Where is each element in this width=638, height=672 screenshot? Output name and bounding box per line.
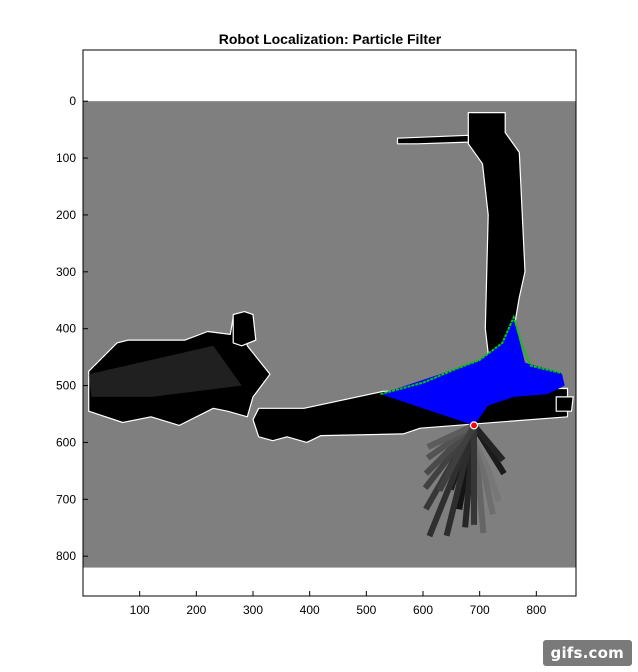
robot-marker bbox=[469, 421, 479, 430]
upper-ghost-corridor bbox=[396, 134, 469, 145]
scan-ray bbox=[471, 423, 506, 463]
y-tick-label: 200 bbox=[56, 208, 76, 222]
scan-ray bbox=[443, 424, 477, 537]
y-tick-label: 700 bbox=[56, 492, 76, 506]
plot-area bbox=[82, 49, 577, 597]
y-tick-label: 500 bbox=[56, 379, 76, 393]
x-tick-label: 200 bbox=[186, 603, 206, 617]
top-left-alcove bbox=[232, 311, 257, 347]
scan-rays bbox=[422, 422, 507, 538]
x-tick-label: 800 bbox=[526, 603, 546, 617]
x-tick-label: 400 bbox=[300, 603, 320, 617]
x-tick-label: 600 bbox=[413, 603, 433, 617]
y-tick-label: 300 bbox=[56, 265, 76, 279]
scan-ray bbox=[436, 423, 477, 493]
occupancy-map bbox=[83, 101, 576, 568]
y-axis: 0 100 200 300 400 500 600 700 800 bbox=[56, 94, 88, 563]
scan-ray bbox=[426, 422, 476, 450]
scan-field bbox=[380, 317, 565, 426]
x-tick-label: 700 bbox=[470, 603, 490, 617]
y-tick-label: 0 bbox=[69, 94, 76, 108]
x-tick-label: 500 bbox=[356, 603, 376, 617]
x-tick-label: 100 bbox=[130, 603, 150, 617]
y-tick-label: 400 bbox=[56, 322, 76, 336]
gifs-watermark: gifs.com bbox=[542, 640, 632, 666]
right-alcove bbox=[555, 396, 574, 412]
axes-frame bbox=[82, 49, 577, 597]
chart-title: Robot Localization: Particle Filter bbox=[219, 31, 442, 47]
particle-cloud bbox=[380, 314, 563, 396]
y-tick-label: 100 bbox=[56, 151, 76, 165]
x-tick-label: 300 bbox=[243, 603, 263, 617]
y-tick-label: 800 bbox=[56, 549, 76, 563]
x-axis: 100 200 300 400 500 600 700 800 bbox=[130, 591, 547, 617]
y-tick-label: 600 bbox=[56, 435, 76, 449]
left-wing-shading bbox=[88, 345, 242, 397]
